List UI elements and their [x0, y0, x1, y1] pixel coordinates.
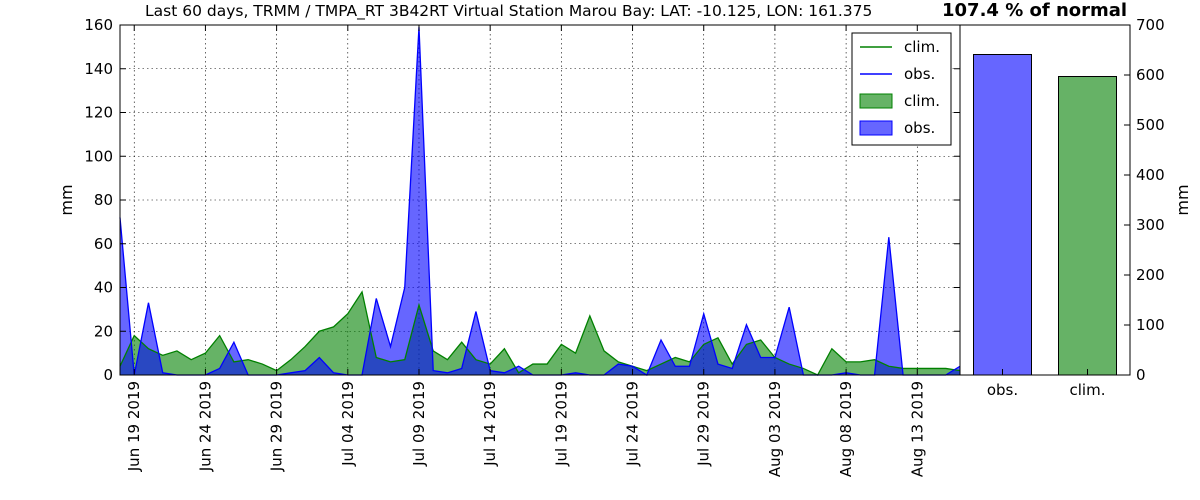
y-tick-label: 500	[1136, 116, 1165, 134]
y-tick-label: 40	[94, 279, 113, 297]
x-tick-label: Aug 03 2019	[766, 381, 784, 477]
clim-line	[119, 290, 961, 376]
legend-label-clim: clim.	[904, 92, 940, 110]
y-tick-label: 20	[94, 322, 113, 340]
x-tick-label: Aug 08 2019	[837, 381, 855, 477]
clim-area	[120, 291, 960, 375]
legend-label-clim: clim.	[904, 38, 940, 56]
daily-rainfall-chart: 0 20 40 60 80 100 120 140 160 Jun 19 2019 Jun 24 2…	[57, 16, 961, 477]
obs-area	[120, 27, 960, 375]
y-tick-label: 160	[84, 16, 113, 34]
x-tick-label: Jul 09 2019	[410, 381, 428, 467]
x-tick-label: Jul 24 2019	[624, 381, 642, 467]
x-tick-label: Jun 24 2019	[196, 381, 214, 472]
y-tick-label: 80	[94, 191, 113, 209]
y-tick-label: 120	[84, 104, 113, 122]
x-tick-label: Jun 19 2019	[125, 381, 143, 472]
y-tick-label: 700	[1136, 16, 1165, 34]
y-tick-label: 200	[1136, 266, 1165, 284]
legend-label-obs: obs.	[904, 65, 935, 83]
x-tick-label: Jul 19 2019	[552, 381, 570, 467]
y-tick-label: 60	[94, 235, 113, 253]
bar-obs	[973, 54, 1032, 376]
percent-of-normal: 107.4 % of normal	[942, 0, 1128, 21]
y-tick-label: 400	[1136, 166, 1165, 184]
y-tick-label: 0	[103, 366, 113, 384]
y-tick-label: 100	[84, 147, 113, 165]
x-tick-label: Aug 13 2019	[908, 381, 926, 477]
x-tick-label: Jun 29 2019	[268, 381, 286, 472]
y-tick-label: 100	[1136, 316, 1165, 334]
obs-line	[119, 27, 961, 376]
legend-swatch-obs-patch	[859, 120, 893, 136]
total-rainfall-bar-chart: obs. clim. 0 100 200 300 400 500 600 700 mm	[959, 16, 1192, 399]
y-tick-label: 0	[1136, 366, 1146, 384]
y-axis-label: mm	[57, 184, 76, 215]
bar-category-label: obs.	[987, 381, 1018, 399]
y-axis-label-right: mm	[1173, 184, 1192, 215]
x-tick-label: Jul 04 2019	[339, 381, 357, 467]
y-tick-label: 600	[1136, 66, 1165, 84]
title-row: Last 60 days, TRMM / TMPA_RT 3B42RT Virt…	[0, 0, 1200, 24]
x-tick-label: Jul 14 2019	[481, 381, 499, 467]
y-tick-label: 300	[1136, 216, 1165, 234]
bar-clim	[1058, 76, 1117, 376]
y-tick-label: 140	[84, 60, 113, 78]
bar-frame	[959, 24, 1131, 376]
bar-category-label: clim.	[1070, 381, 1106, 399]
x-tick-label: Jul 29 2019	[695, 381, 713, 467]
legend-swatch-clim-patch	[859, 93, 893, 109]
chart-title: Last 60 days, TRMM / TMPA_RT 3B42RT Virt…	[145, 2, 873, 20]
legend-label-obs: obs.	[904, 119, 935, 137]
